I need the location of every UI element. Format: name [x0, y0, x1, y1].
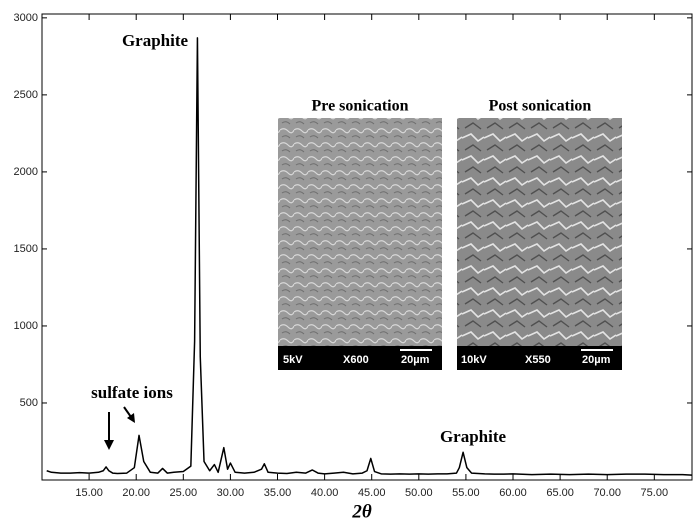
inset-label: 20µm: [401, 354, 430, 366]
sem-image-pre: [278, 118, 442, 346]
x-tick-label: 25.00: [170, 487, 198, 499]
inset-title: Post sonication: [489, 98, 592, 115]
chart: Graphite sulfate ions Graphite 2θ 500 100…: [0, 0, 694, 526]
y-tick-label: 1500: [14, 243, 38, 255]
x-axis-label: 2θ: [351, 501, 372, 522]
annotation: Graphite: [122, 31, 189, 50]
y-tick-label: 500: [20, 397, 38, 409]
arrows: [104, 407, 135, 450]
inset-title: Pre sonication: [311, 98, 408, 115]
x-tick-label: 45.00: [358, 487, 386, 499]
x-tick-label: 75.00: [641, 487, 669, 499]
x-tick-label: 55.00: [452, 487, 480, 499]
inset-label: 10kV: [461, 354, 487, 366]
inset-label: X600: [343, 354, 369, 366]
inset-label: 5kV: [283, 354, 303, 366]
y-tick-label: 2000: [14, 166, 38, 178]
x-tick-label: 50.00: [405, 487, 433, 499]
x-tick-label: 60.00: [499, 487, 527, 499]
y-tick-label: 2500: [14, 89, 38, 101]
y-tick-label: 1000: [14, 320, 38, 332]
sem-image-post: [457, 118, 622, 346]
annotation: Graphite: [440, 427, 507, 446]
x-tick-label: 30.00: [217, 487, 245, 499]
x-tick-label: 35.00: [264, 487, 292, 499]
inset-label: X550: [525, 354, 551, 366]
insets: Pre sonication Post sonication 5kV X600 …: [278, 98, 622, 370]
inset-label: 20µm: [582, 354, 611, 366]
x-tick-label: 65.00: [546, 487, 574, 499]
y-tick-label: 3000: [14, 12, 38, 24]
x-tick-label: 20.00: [122, 487, 150, 499]
x-tick-label: 40.00: [311, 487, 339, 499]
annotation: sulfate ions: [91, 383, 173, 402]
x-tick-label: 70.00: [593, 487, 621, 499]
x-tick-label: 15.00: [75, 487, 103, 499]
